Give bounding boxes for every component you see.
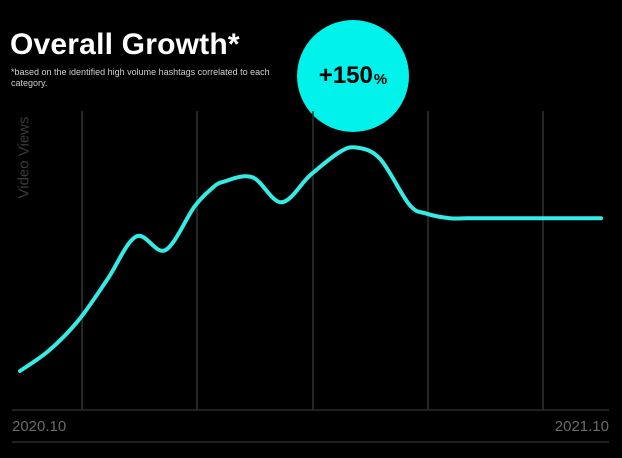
series-line bbox=[18, 145, 603, 373]
growth-badge: +150 % bbox=[297, 20, 409, 132]
x-tick-label-end: 2021.10 bbox=[554, 418, 609, 435]
grid-lines bbox=[81, 111, 544, 410]
x-tick-label-start: 2020.10 bbox=[12, 418, 67, 435]
growth-value: +150 bbox=[318, 62, 373, 89]
chart-footnote: *based on the identified high volume has… bbox=[11, 67, 270, 88]
growth-unit: % bbox=[373, 70, 388, 88]
chart-title: Overall Growth* bbox=[10, 28, 240, 61]
